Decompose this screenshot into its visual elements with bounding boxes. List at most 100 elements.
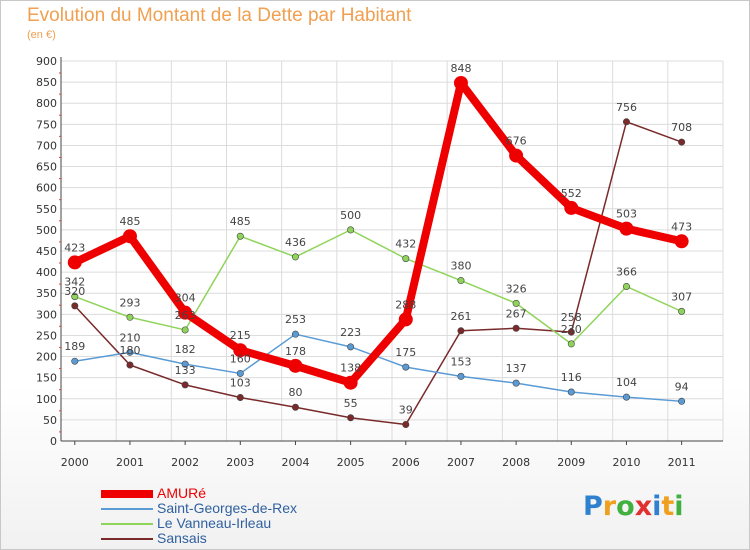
data-point [178,305,193,320]
data-label: 708 [671,121,692,134]
y-tick-label: 0 [50,435,57,448]
data-point [457,372,465,380]
data-label: 320 [64,285,85,298]
y-tick-label: 100 [36,393,57,406]
data-label: 307 [671,290,692,303]
logo-letter: i [652,491,662,522]
data-point [126,313,134,321]
data-point [71,302,79,310]
data-label: 55 [344,397,358,410]
y-tick-label: 900 [36,55,57,68]
data-point [236,394,244,402]
x-tick-label: 2004 [281,456,309,469]
series [67,75,689,429]
data-point [126,348,134,356]
data-point [181,360,189,368]
legend-label: Sansais [157,530,207,546]
data-label: 552 [561,187,582,200]
data-label: 293 [119,296,140,309]
data-point [453,75,468,90]
x-tick-label: 2011 [668,456,696,469]
data-point [678,307,686,315]
data-label: 80 [288,386,302,399]
y-tick-label: 800 [36,97,57,110]
logo-letter: r [602,491,617,522]
data-point [567,340,575,348]
series-line [74,229,683,345]
data-point [622,282,630,290]
x-tick-label: 2002 [171,456,199,469]
data-label: 676 [506,135,527,148]
legend: AMURé Saint-Georges-de-Rex Le Vanneau-Ir… [101,486,297,546]
data-label: 473 [671,220,692,233]
legend-label: Le Vanneau-Irleau [157,515,272,531]
series-line [74,121,683,426]
data-label: 94 [675,380,689,393]
data-label: 133 [175,364,196,377]
legend-label: AMURé [157,485,207,501]
series-line [74,333,683,403]
x-tick-label: 2005 [337,456,365,469]
legend-swatch [101,537,153,540]
data-point [71,293,79,301]
data-point [509,148,524,163]
data-label: 210 [119,331,140,344]
data-label: 304 [175,292,196,305]
y-tick-label: 200 [36,351,57,364]
x-tick-label: 2006 [392,456,420,469]
data-label: 756 [616,101,637,114]
axes: 0 50 100 150 200 250 300 350 400 450 500 550 600 650 7… [36,55,723,469]
data-point [402,421,410,429]
y-tick-label: 50 [43,414,57,427]
data-point [122,229,137,244]
data-label: 342 [64,276,85,289]
data-point [181,381,189,389]
data-point [678,138,686,146]
data-label: 153 [450,355,471,368]
data-label: 39 [399,404,413,417]
data-labels: 423 485 304 215 178 138 288 848 676 552 503 473 189 2… [64,62,692,417]
y-tick-label: 400 [36,266,57,279]
legend-label: Saint-Georges-de-Rex [157,500,298,516]
data-point [622,118,630,126]
data-label: 848 [450,62,471,75]
data-point [347,343,355,351]
x-tick-label: 2008 [502,456,530,469]
data-label: 215 [230,329,251,342]
data-label: 503 [616,208,637,221]
data-point [71,357,79,365]
legend-item: Saint-Georges-de-Rex [101,501,297,516]
legend-item: Sansais [101,531,297,546]
x-tick-label: 2009 [557,456,585,469]
data-point [678,397,686,405]
data-label: 230 [561,323,582,336]
data-label: 223 [340,326,361,339]
data-label: 160 [230,352,251,365]
y-tick-label: 500 [36,224,57,237]
data-label: 485 [119,215,140,228]
logo-letter: t [661,491,675,522]
data-point [402,255,410,263]
data-point [564,200,579,215]
data-point [236,232,244,240]
data-label: 436 [285,236,306,249]
data-label: 138 [340,362,361,375]
data-label: 326 [506,282,527,295]
data-label: 189 [64,340,85,353]
legend-swatch [101,489,153,498]
logo-letter: P [583,491,603,522]
chart-title: Evolution du Montant de la Dette par Hab… [27,5,412,26]
data-point [347,226,355,234]
data-point [343,375,358,390]
legend-swatch [101,507,153,510]
y-tick-label: 150 [36,372,57,385]
data-point [567,388,575,396]
data-point [291,403,299,411]
x-tick-label: 2010 [612,456,640,469]
y-tick-label: 650 [36,161,57,174]
data-point [291,330,299,338]
data-label: 180 [119,344,140,357]
series-line [70,78,686,387]
x-tick-label: 2001 [116,456,144,469]
